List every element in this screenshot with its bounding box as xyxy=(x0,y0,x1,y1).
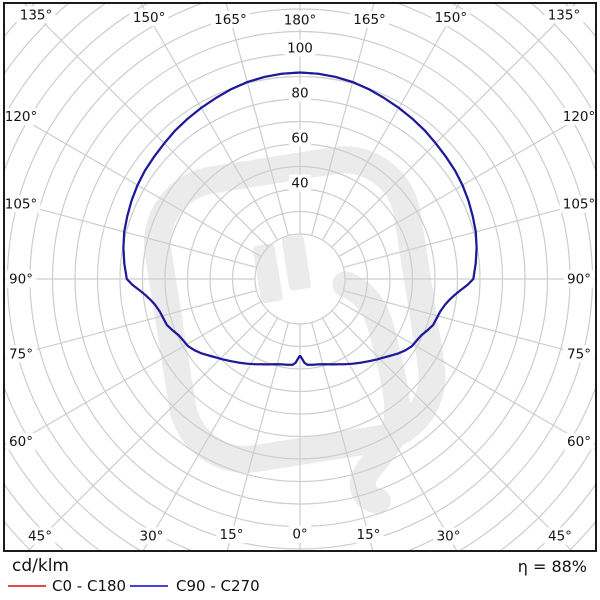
svg-text:80: 80 xyxy=(291,86,308,102)
svg-text:165°: 165° xyxy=(353,12,386,28)
c0-c180-label: C0 - C180 xyxy=(52,577,127,595)
svg-text:15°: 15° xyxy=(357,527,381,543)
svg-text:40: 40 xyxy=(291,176,308,192)
svg-text:60°: 60° xyxy=(9,434,33,450)
svg-text:45°: 45° xyxy=(28,529,52,545)
svg-text:60: 60 xyxy=(291,131,308,147)
svg-text:105°: 105° xyxy=(563,197,596,213)
svg-text:60°: 60° xyxy=(567,434,591,450)
svg-text:75°: 75° xyxy=(9,346,33,362)
svg-text:120°: 120° xyxy=(5,109,38,125)
grid-labels: 40 60 80 100 0° 180° 15° 15° 30° 30° 45° 45° 60° 60° 7… xyxy=(1,6,599,545)
svg-text:45°: 45° xyxy=(548,529,572,545)
svg-text:30°: 30° xyxy=(139,529,163,545)
svg-text:150°: 150° xyxy=(133,10,166,26)
curve-C90-C270 xyxy=(122,71,478,366)
svg-text:90°: 90° xyxy=(567,272,591,288)
efficiency-value: η = 88% xyxy=(517,557,587,576)
svg-text:120°: 120° xyxy=(563,109,596,125)
svg-text:135°: 135° xyxy=(20,8,53,24)
svg-text:105°: 105° xyxy=(5,197,38,213)
legend: C0 - C180 C90 - C270 xyxy=(0,577,600,597)
svg-text:90°: 90° xyxy=(9,272,33,288)
svg-text:180°: 180° xyxy=(284,13,317,29)
c0-c180-swatch xyxy=(8,585,46,587)
svg-text:150°: 150° xyxy=(435,10,468,26)
svg-text:135°: 135° xyxy=(548,8,581,24)
c90-c270-label: C90 - C270 xyxy=(176,577,260,595)
svg-text:75°: 75° xyxy=(567,346,591,362)
c90-c270-swatch xyxy=(130,585,168,587)
unit-label: cd/klm xyxy=(12,556,69,576)
svg-text:30°: 30° xyxy=(437,529,461,545)
svg-text:0°: 0° xyxy=(292,527,307,543)
svg-text:100: 100 xyxy=(287,41,313,57)
svg-text:15°: 15° xyxy=(220,527,244,543)
chart-footer: cd/klm η = 88% C0 - C180 C90 - C270 xyxy=(0,551,600,600)
svg-text:165°: 165° xyxy=(214,12,247,28)
plot-border xyxy=(3,2,597,552)
